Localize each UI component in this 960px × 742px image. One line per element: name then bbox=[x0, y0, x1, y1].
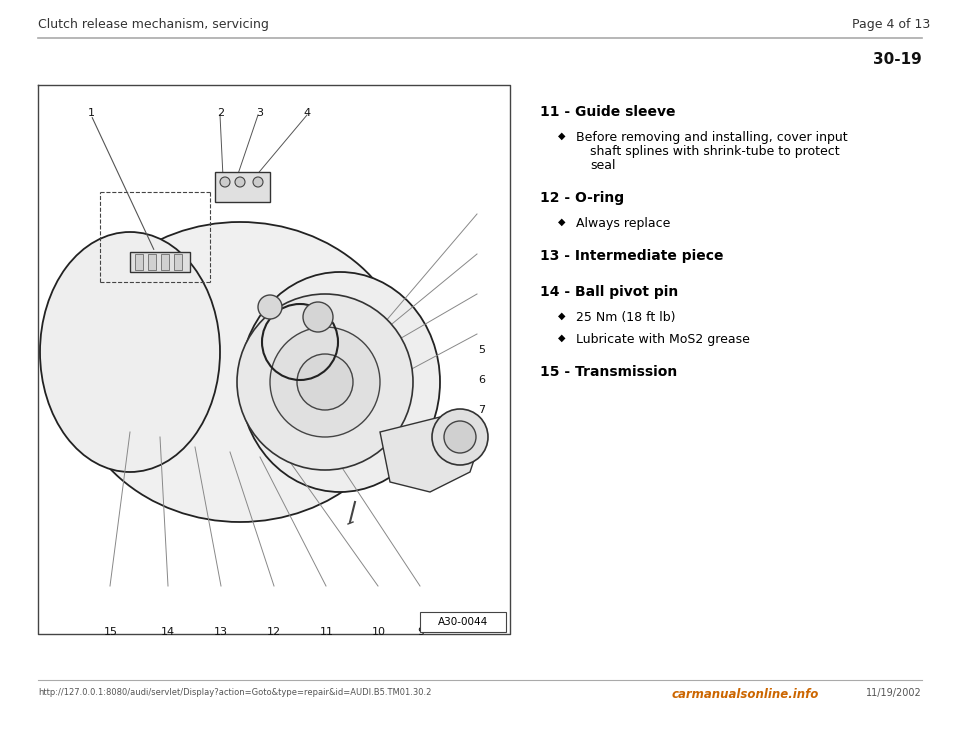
Text: ◆: ◆ bbox=[558, 131, 565, 141]
Text: Lubricate with MoS2 grease: Lubricate with MoS2 grease bbox=[576, 333, 750, 346]
Text: 30-19: 30-19 bbox=[874, 52, 922, 67]
Bar bbox=[135, 254, 143, 270]
Text: 11 - Guide sleeve: 11 - Guide sleeve bbox=[540, 105, 676, 119]
Circle shape bbox=[444, 421, 476, 453]
Text: shaft splines with shrink-tube to protect: shaft splines with shrink-tube to protec… bbox=[590, 145, 840, 158]
Text: seal: seal bbox=[590, 159, 615, 172]
Ellipse shape bbox=[70, 222, 410, 522]
Text: A30-0044: A30-0044 bbox=[438, 617, 488, 627]
Bar bbox=[420, 612, 506, 632]
Text: 14 - Ball pivot pin: 14 - Ball pivot pin bbox=[540, 285, 679, 299]
Text: Clutch release mechanism, servicing: Clutch release mechanism, servicing bbox=[38, 18, 269, 31]
Text: ◆: ◆ bbox=[558, 311, 565, 321]
Text: Before removing and installing, cover input: Before removing and installing, cover in… bbox=[576, 131, 848, 144]
Text: 1: 1 bbox=[87, 108, 95, 118]
Text: 11/19/2002: 11/19/2002 bbox=[866, 688, 922, 698]
Text: 3: 3 bbox=[255, 108, 263, 118]
Polygon shape bbox=[380, 412, 480, 492]
Text: 6: 6 bbox=[478, 375, 486, 385]
Circle shape bbox=[235, 177, 245, 187]
Circle shape bbox=[270, 327, 380, 437]
Bar bbox=[174, 254, 182, 270]
Bar bbox=[161, 254, 169, 270]
Text: 14: 14 bbox=[161, 627, 175, 637]
Text: 8: 8 bbox=[478, 434, 486, 444]
Bar bbox=[130, 252, 190, 272]
Text: 25 Nm (18 ft lb): 25 Nm (18 ft lb) bbox=[576, 311, 676, 324]
Bar bbox=[215, 172, 270, 202]
Ellipse shape bbox=[240, 272, 440, 492]
Circle shape bbox=[237, 294, 413, 470]
Circle shape bbox=[253, 177, 263, 187]
Text: 7: 7 bbox=[478, 404, 486, 415]
Text: 13: 13 bbox=[214, 627, 228, 637]
Text: 2: 2 bbox=[217, 108, 225, 118]
Text: 12: 12 bbox=[267, 627, 280, 637]
Text: 4: 4 bbox=[303, 108, 311, 118]
Text: carmanualsonline.info: carmanualsonline.info bbox=[672, 688, 820, 701]
Ellipse shape bbox=[40, 232, 220, 472]
Text: ◆: ◆ bbox=[558, 333, 565, 343]
Circle shape bbox=[220, 177, 230, 187]
Text: 11: 11 bbox=[320, 627, 333, 637]
Text: Always replace: Always replace bbox=[576, 217, 670, 230]
Text: 9: 9 bbox=[417, 627, 424, 637]
Text: 10: 10 bbox=[372, 627, 386, 637]
Circle shape bbox=[303, 302, 333, 332]
Text: 15 - Transmission: 15 - Transmission bbox=[540, 365, 677, 379]
Circle shape bbox=[432, 409, 488, 465]
Text: ◆: ◆ bbox=[558, 217, 565, 227]
Circle shape bbox=[258, 295, 282, 319]
Text: Page 4 of 13: Page 4 of 13 bbox=[852, 18, 930, 31]
Text: 15: 15 bbox=[104, 627, 117, 637]
Text: 5: 5 bbox=[478, 345, 486, 355]
Circle shape bbox=[297, 354, 353, 410]
Bar bbox=[148, 254, 156, 270]
Text: 12 - O-ring: 12 - O-ring bbox=[540, 191, 624, 205]
Text: http://127.0.0.1:8080/audi/servlet/Display?action=Goto&type=repair&id=AUDI.B5.TM: http://127.0.0.1:8080/audi/servlet/Displ… bbox=[38, 688, 431, 697]
Text: 13 - Intermediate piece: 13 - Intermediate piece bbox=[540, 249, 724, 263]
